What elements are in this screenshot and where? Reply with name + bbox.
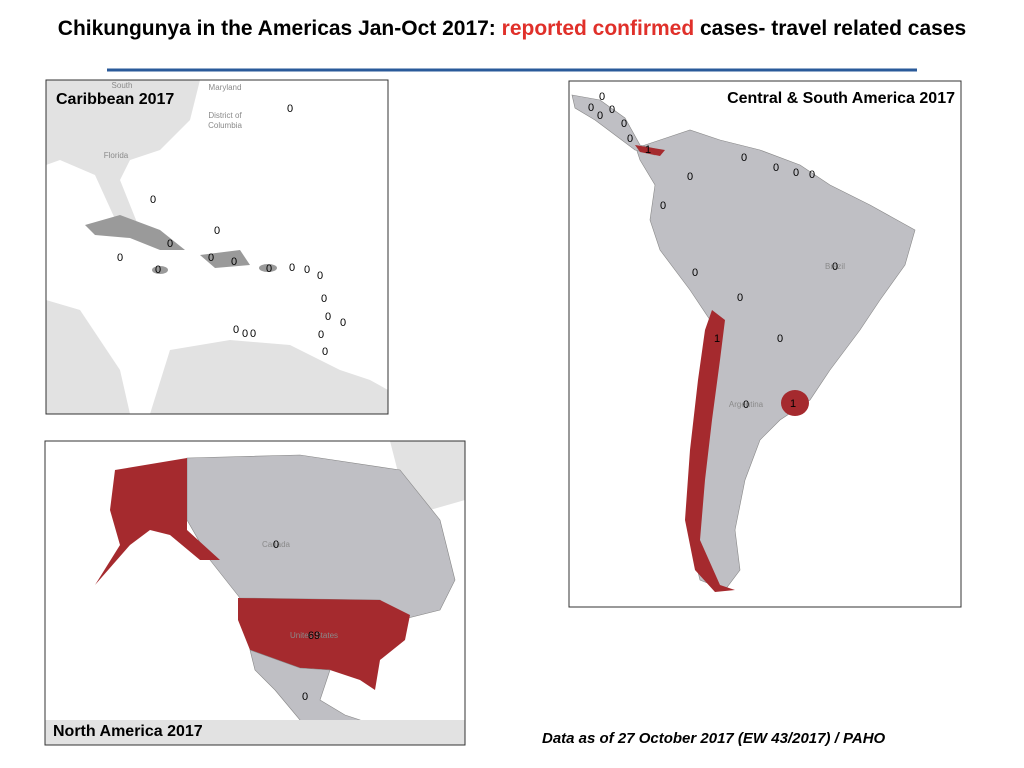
case-count: 0 <box>832 261 838 273</box>
case-count: 1 <box>790 398 796 410</box>
caribbean-map <box>46 80 388 414</box>
case-count: 0 <box>321 293 327 305</box>
source-note: Data as of 27 October 2017 (EW 43/2017) … <box>542 730 886 747</box>
map-label: Caribbean 2017 <box>56 91 174 108</box>
case-count: 0 <box>777 333 783 345</box>
case-count: 69 <box>308 630 320 642</box>
case-count: 0 <box>250 328 256 340</box>
case-count: 0 <box>743 399 749 411</box>
case-count: 0 <box>687 171 693 183</box>
case-count: 0 <box>621 118 627 130</box>
panel-frame <box>45 79 389 415</box>
place-label: Columbia <box>208 121 242 130</box>
slide-title: Chikungunya in the Americas Jan-Oct 2017… <box>20 14 1004 43</box>
north-america-map <box>45 441 465 745</box>
case-count: 0 <box>242 328 248 340</box>
place-label: Canada <box>262 540 291 549</box>
title-text: cases- travel related cases <box>694 17 967 40</box>
case-count: 0 <box>737 292 743 304</box>
case-count: 0 <box>599 91 605 103</box>
case-count: 0 <box>208 252 214 264</box>
panel-frame <box>568 80 962 608</box>
case-count: 0 <box>117 252 123 264</box>
case-count: 0 <box>266 263 272 275</box>
case-count: 0 <box>340 317 346 329</box>
case-count: 0 <box>660 200 666 212</box>
case-count: 0 <box>322 346 328 358</box>
title-highlight: reported confirmed <box>501 17 695 40</box>
case-count: 1 <box>645 144 651 156</box>
place-label: Argentina <box>729 400 764 409</box>
place-label: District of <box>208 111 242 120</box>
case-count: 0 <box>289 262 295 274</box>
place-label: South <box>112 81 133 90</box>
map-label: Central & South America 2017 <box>727 90 955 107</box>
case-count: 0 <box>741 152 747 164</box>
case-count: 1 <box>714 333 720 345</box>
case-count: 0 <box>304 264 310 276</box>
map-label: North America 2017 <box>53 723 203 740</box>
case-count: 0 <box>287 103 293 115</box>
place-label: Maryland <box>209 83 242 92</box>
case-count: 0 <box>588 102 594 114</box>
place-label: Florida <box>104 151 129 160</box>
panel-frame <box>44 440 466 746</box>
case-count: 0 <box>773 162 779 174</box>
case-count: 0 <box>692 267 698 279</box>
case-count: 0 <box>325 311 331 323</box>
case-count: 0 <box>627 133 633 145</box>
case-count: 0 <box>231 256 237 268</box>
south-america-map <box>569 81 961 607</box>
case-count: 0 <box>273 539 279 551</box>
case-count: 0 <box>302 691 308 703</box>
case-count: 0 <box>214 225 220 237</box>
case-count: 0 <box>150 194 156 206</box>
case-count: 0 <box>155 264 161 276</box>
case-count: 0 <box>167 238 173 250</box>
case-count: 0 <box>233 324 239 336</box>
case-count: 0 <box>317 270 323 282</box>
case-count: 0 <box>597 110 603 122</box>
place-label: United States <box>290 631 338 640</box>
case-count: 0 <box>609 104 615 116</box>
place-label: Brazil <box>825 262 845 271</box>
case-count: 0 <box>793 167 799 179</box>
case-count: 0 <box>318 329 324 341</box>
title-text: Chikungunya in the Americas Jan-Oct 2017… <box>57 17 502 40</box>
case-count: 0 <box>809 169 815 181</box>
